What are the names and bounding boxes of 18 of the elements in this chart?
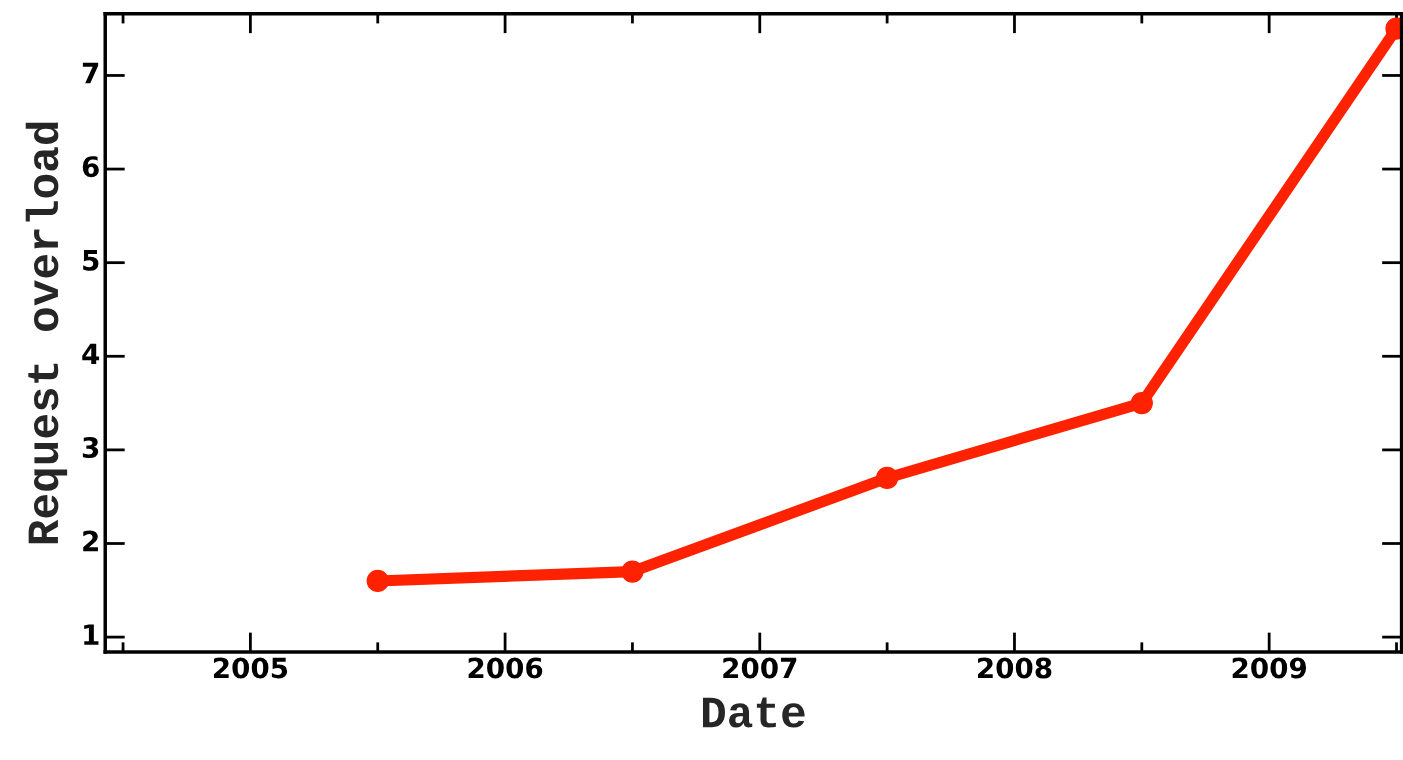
point	[1130, 391, 1153, 415]
y-tick-label: 6	[82, 156, 99, 178]
y-tick-label: 7	[82, 62, 99, 84]
x-tick-label: 2005	[213, 657, 288, 679]
y-tick-label: 1	[84, 624, 99, 645]
y-axis-title: Request overload	[25, 122, 68, 544]
x-tick-label: 2008	[978, 657, 1052, 679]
y-tick-label: 5	[83, 250, 99, 271]
point	[876, 466, 899, 490]
point	[366, 569, 389, 593]
point	[621, 560, 644, 583]
y-tick-label: 4	[82, 343, 100, 364]
x-tick-label: 2009	[1232, 657, 1307, 679]
y-tick-label: 2	[83, 530, 98, 552]
y-tick-label: 3	[82, 436, 99, 458]
x-tick-label: 2007	[723, 657, 797, 679]
x-axis-title: Date	[702, 697, 805, 728]
x-tick-label: 2006	[468, 657, 543, 679]
